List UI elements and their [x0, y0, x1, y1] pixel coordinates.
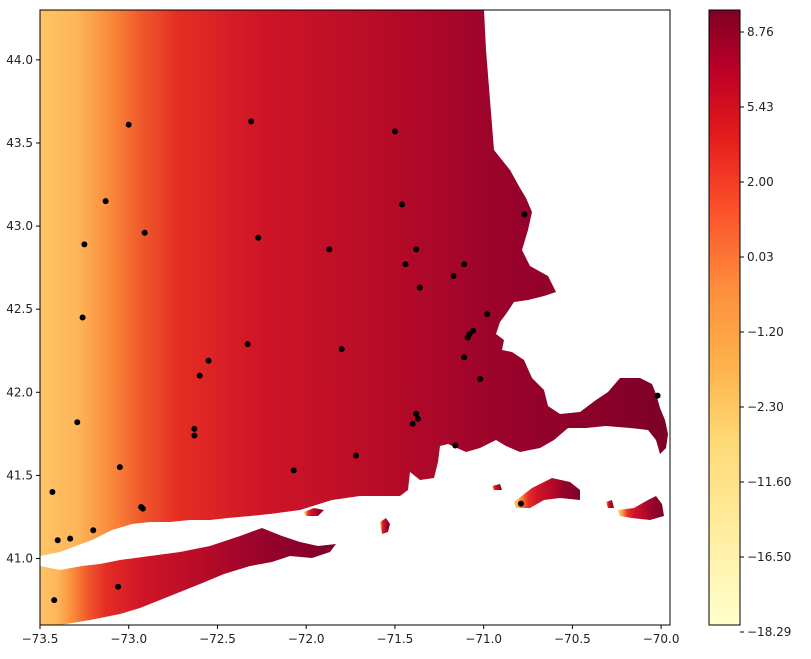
x-tick-label: −73.5 — [22, 632, 59, 646]
landmass-small-island — [606, 500, 614, 508]
station-point — [402, 261, 409, 268]
colorbar-tick-label: 8.76 — [747, 25, 774, 39]
landmass-small-island — [492, 484, 502, 490]
station-point — [116, 464, 123, 471]
station-point — [90, 527, 97, 534]
landmass-marthas-vineyard — [514, 478, 580, 508]
y-tick-label: 43.5 — [6, 136, 33, 150]
station-point — [338, 346, 345, 353]
colorbar-tick-label: −1.20 — [747, 325, 784, 339]
x-axis: −73.5 −73.0 −72.5 −72.0 −71.5 −71.0 −70.… — [22, 625, 680, 646]
y-tick-label: 42.5 — [6, 302, 33, 316]
y-tick-label: 43.0 — [6, 219, 33, 233]
station-points — [49, 118, 661, 604]
colorbar-tick-label: −2.30 — [747, 400, 784, 414]
landmass-block-island — [380, 518, 390, 534]
landmass-nantucket — [618, 496, 664, 520]
landmass-long-island — [40, 528, 336, 625]
y-axis: 41.0 41.5 42.0 42.5 43.0 43.5 44.0 — [6, 53, 40, 566]
x-tick-label: −70.5 — [554, 632, 591, 646]
station-point — [450, 272, 457, 279]
station-point — [79, 314, 86, 321]
x-tick-label: −71.5 — [377, 632, 414, 646]
plot-frame — [39, 9, 671, 626]
colorbar-tick-label: −18.29 — [747, 625, 791, 639]
y-tick-label: 41.5 — [6, 468, 33, 482]
colorbar-ticks: 8.76 5.43 2.00 0.03 −1.20 −2.30 −11.60 −… — [740, 25, 791, 639]
colorbar-tick-label: 5.43 — [747, 100, 774, 114]
station-point — [413, 410, 420, 417]
station-point — [290, 467, 297, 474]
station-point — [352, 452, 359, 459]
station-point — [484, 311, 491, 318]
colorbar-tick-label: 2.00 — [747, 175, 774, 189]
station-point — [102, 198, 109, 205]
station-point — [477, 376, 484, 382]
station-point — [49, 489, 56, 496]
station-point — [191, 432, 198, 439]
station-point — [654, 392, 661, 399]
station-point — [54, 537, 61, 544]
plot-area — [40, 10, 668, 625]
station-point — [67, 535, 74, 542]
x-tick-label: −72.5 — [199, 632, 236, 646]
colorbar-tick-label: 0.03 — [747, 250, 774, 264]
station-point — [415, 415, 421, 422]
x-tick-label: −70.0 — [643, 632, 680, 646]
station-point — [326, 246, 333, 253]
x-tick-label: −73.0 — [110, 632, 147, 646]
station-point — [391, 128, 398, 135]
station-point — [141, 229, 148, 236]
y-tick-label: 42.0 — [6, 385, 33, 399]
colorbar-gradient — [708, 9, 741, 626]
station-point — [244, 341, 251, 348]
landmass-fishers-island — [304, 508, 324, 516]
station-point — [255, 234, 262, 241]
station-point — [461, 354, 468, 361]
station-point — [416, 284, 423, 291]
colorbar: 8.76 5.43 2.00 0.03 −1.20 −2.30 −11.60 −… — [708, 9, 791, 639]
colorbar-tick-label: −11.60 — [747, 475, 791, 489]
station-point — [521, 211, 528, 218]
x-tick-label: −71.0 — [465, 632, 502, 646]
landmass-mainland — [40, 10, 668, 556]
station-point — [51, 597, 58, 604]
station-point — [409, 420, 416, 427]
station-point — [205, 357, 212, 364]
y-tick-label: 44.0 — [6, 53, 33, 67]
station-point — [248, 118, 255, 125]
station-point — [517, 500, 524, 507]
x-tick-label: −72.0 — [288, 632, 325, 646]
station-point — [115, 583, 122, 590]
station-point — [81, 241, 88, 248]
station-point — [452, 442, 459, 449]
station-point — [399, 201, 406, 208]
station-point — [191, 425, 198, 432]
station-point — [461, 261, 468, 268]
station-point — [413, 246, 420, 253]
station-point — [74, 419, 81, 426]
station-point — [464, 334, 471, 341]
station-point — [139, 505, 146, 512]
station-point — [196, 372, 203, 379]
station-point — [125, 121, 132, 128]
colorbar-tick-label: −16.50 — [747, 550, 791, 564]
y-tick-label: 41.0 — [6, 552, 33, 566]
